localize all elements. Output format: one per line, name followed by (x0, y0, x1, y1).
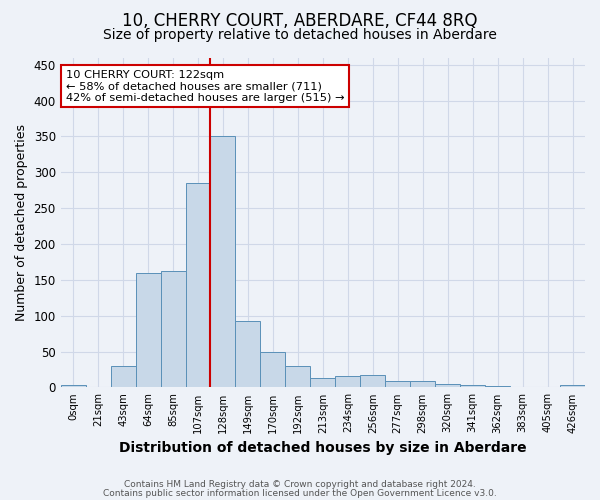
Bar (235, 320, 260, 388)
Bar (286, 366, 310, 388)
Bar (110, 366, 136, 388)
Bar (385, 381, 410, 388)
Text: 10 CHERRY COURT: 122sqm
← 58% of detached houses are smaller (711)
42% of semi-d: 10 CHERRY COURT: 122sqm ← 58% of detache… (65, 70, 344, 103)
Text: Size of property relative to detached houses in Aberdare: Size of property relative to detached ho… (103, 28, 497, 42)
Bar (335, 376, 360, 388)
Text: Contains HM Land Registry data © Crown copyright and database right 2024.: Contains HM Land Registry data © Crown c… (124, 480, 476, 489)
Bar (61, 386, 86, 388)
X-axis label: Distribution of detached houses by size in Aberdare: Distribution of detached houses by size … (119, 441, 527, 455)
Bar (435, 384, 460, 388)
Bar (460, 384, 485, 388)
Text: Contains public sector information licensed under the Open Government Licence v3: Contains public sector information licen… (103, 489, 497, 498)
Bar (260, 352, 286, 388)
Bar (136, 272, 161, 388)
Bar (310, 378, 335, 388)
Y-axis label: Number of detached properties: Number of detached properties (15, 124, 28, 321)
Text: 10, CHERRY COURT, ABERDARE, CF44 8RQ: 10, CHERRY COURT, ABERDARE, CF44 8RQ (122, 12, 478, 30)
Bar (185, 183, 211, 388)
Bar (485, 386, 510, 388)
Bar (211, 136, 235, 388)
Bar (410, 381, 435, 388)
Bar (360, 375, 385, 388)
Bar (560, 384, 585, 388)
Bar (161, 270, 185, 388)
